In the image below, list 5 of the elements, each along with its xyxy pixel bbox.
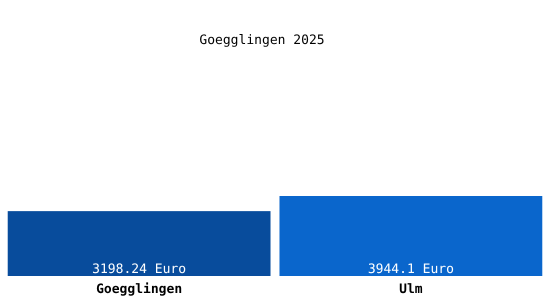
x-tick-label: Ulm [399,282,423,297]
x-tick-label: Goegglingen [96,282,182,297]
data-label: 3198.24 Euro [92,262,186,277]
chart-title: Goegglingen 2025 [199,33,325,48]
data-label: 3944.1 Euro [368,262,454,277]
